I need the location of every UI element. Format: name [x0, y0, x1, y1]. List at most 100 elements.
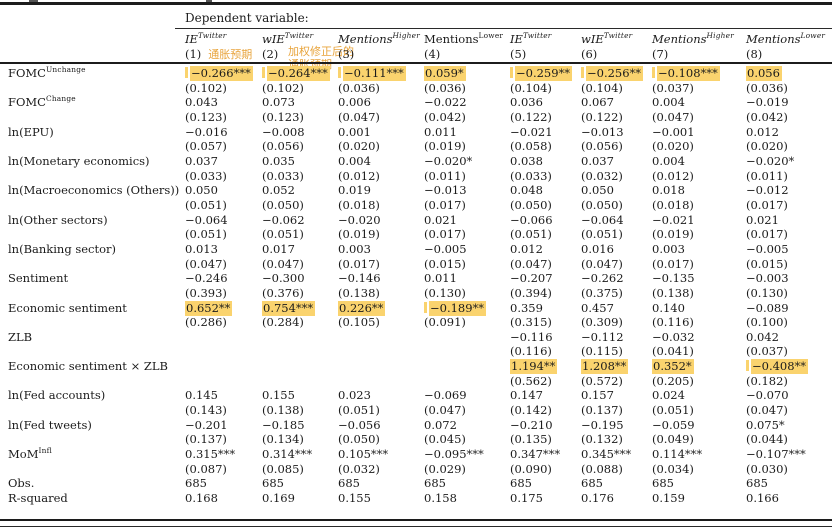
coefficient-line: −0.020*: [424, 154, 510, 169]
coefficient-line: 0.169: [262, 491, 338, 506]
coefficient-line: −0.135: [652, 271, 746, 286]
standard-error-line: [262, 374, 338, 389]
coefficient-value: 0.004: [652, 153, 685, 168]
coefficient-line: 0.314***: [262, 447, 338, 462]
coefficient-line: −0.020*: [746, 154, 832, 169]
value-cell: 0.754*** (0.284): [262, 300, 338, 330]
standard-error-line: (0.138): [338, 286, 424, 301]
coefficient-value: 1.208**: [581, 359, 629, 375]
coefficient-value: 0.652**: [185, 300, 233, 316]
standard-error-value: (0.032): [338, 461, 380, 476]
coefficient-line: −0.108***: [652, 66, 746, 81]
column-header-name: IETwitter: [510, 32, 581, 47]
coefficient-value: 0.004: [338, 153, 371, 168]
coefficient-line: 685: [510, 476, 581, 491]
coefficient-value: 0.019: [338, 183, 371, 198]
value-cell: [262, 330, 338, 359]
value-cell: −0.016 (0.057): [185, 125, 262, 154]
coefficient-value: −0.008: [262, 124, 305, 139]
coefficient-line: 0.168: [185, 491, 262, 506]
standard-error-line: (0.051): [338, 403, 424, 418]
table-row: MoMInfl 0.315*** (0.087) 0.314*** (0.085) 0.1…: [0, 447, 832, 476]
value-cell: 685: [338, 476, 424, 491]
coefficient-value: 0.105***: [338, 447, 389, 462]
column-header-base: IE: [510, 32, 523, 46]
standard-error-line: (0.393): [185, 286, 262, 301]
value-cell: −0.207 (0.394): [510, 271, 581, 300]
coefficient-value: −0.059: [652, 417, 695, 432]
standard-error-line: [424, 374, 510, 389]
coefficient-line: [185, 330, 262, 345]
standard-error-value: (0.017): [424, 227, 466, 242]
coefficient-value: −0.066: [510, 212, 553, 227]
standard-error-line: (0.051): [185, 227, 262, 242]
standard-error-value: (0.051): [262, 227, 304, 242]
row-label-sup: Infl: [38, 446, 53, 456]
standard-error-value: (0.138): [338, 285, 380, 300]
standard-error-line: (0.104): [510, 81, 581, 96]
column-header-number: (3): [338, 47, 355, 61]
coefficient-value: 685: [652, 476, 674, 491]
value-cell: 0.012 (0.047): [510, 242, 581, 271]
standard-error-line: (0.036): [746, 81, 832, 96]
coefficient-value: −0.013: [424, 183, 467, 198]
column-header-7: MentionsHigher (7): [652, 32, 746, 62]
value-cell: 0.011 (0.130): [424, 271, 510, 300]
coefficient-value: 0.114***: [652, 447, 703, 462]
value-cell: −0.201 (0.137): [185, 418, 262, 447]
coefficient-line: 0.012: [510, 242, 581, 257]
standard-error-value: (0.132): [581, 432, 623, 447]
table-row: ln(Other sectors) −0.064 (0.051) −0.062 (0.0…: [0, 213, 832, 242]
table-row: R-squared 0.168 0.169 0.155 0.158 0.175 0.176 0…: [0, 491, 832, 506]
coefficient-line: −0.259**: [510, 66, 581, 81]
table-bottom-rule: [0, 519, 832, 522]
value-cell: −0.056 (0.050): [338, 418, 424, 447]
standard-error-value: (0.088): [581, 461, 623, 476]
value-cell: −0.062 (0.051): [262, 213, 338, 242]
value-cell: 0.114*** (0.034): [652, 447, 746, 476]
standard-error-value: (0.130): [746, 285, 788, 300]
coefficient-value: −0.207: [510, 271, 553, 286]
value-cell: 0.050 (0.050): [581, 183, 652, 212]
standard-error-line: (0.018): [652, 198, 746, 213]
standard-error-value: (0.394): [510, 285, 552, 300]
coefficient-value: 0.048: [510, 183, 543, 198]
coefficient-line: [424, 359, 510, 374]
value-cell: −0.146 (0.138): [338, 271, 424, 300]
value-cell: 0.021 (0.017): [424, 213, 510, 242]
standard-error-line: (0.047): [510, 257, 581, 272]
value-cell: −0.185 (0.134): [262, 418, 338, 447]
standard-error-line: (0.122): [510, 110, 581, 125]
coefficient-line: 0.067: [581, 95, 652, 110]
standard-error-value: (0.045): [424, 432, 466, 447]
coefficient-line: −0.185: [262, 418, 338, 433]
value-cell: 0.345*** (0.088): [581, 447, 652, 476]
standard-error-value: (0.029): [424, 461, 466, 476]
column-header-base: Mentions: [424, 32, 479, 46]
standard-error-line: (0.017): [746, 227, 832, 242]
column-header-name: MentionsLower: [424, 32, 510, 47]
coefficient-line: 0.048: [510, 183, 581, 198]
standard-error-value: (0.123): [185, 109, 227, 124]
coefficient-line: 0.016: [581, 242, 652, 257]
standard-error-value: (0.051): [338, 403, 380, 418]
coefficient-value: 0.021: [424, 212, 457, 227]
value-cell: −0.189** (0.091): [424, 300, 510, 330]
value-cell: 0.011 (0.019): [424, 125, 510, 154]
coefficient-value: 0.159: [652, 491, 685, 506]
value-cell: −0.059 (0.049): [652, 418, 746, 447]
column-header-base: wIE: [581, 32, 604, 46]
standard-error-value: (0.033): [185, 168, 227, 183]
standard-error-value: (0.138): [652, 285, 694, 300]
coefficient-line: −0.107***: [746, 447, 832, 462]
standard-error-value: (0.047): [185, 256, 227, 271]
coefficient-value: −0.020: [338, 212, 381, 227]
coefficient-value: 0.147: [510, 388, 543, 403]
coefficient-line: 0.036: [510, 95, 581, 110]
dependent-variable-label: Dependent variable:: [185, 11, 309, 25]
coefficient-value: 685: [581, 476, 603, 491]
coefficient-value: 0.359: [510, 300, 543, 315]
coefficient-value: 0.314***: [262, 447, 313, 462]
column-header-6: wIETwitter (6): [581, 32, 652, 62]
standard-error-value: (0.051): [652, 403, 694, 418]
